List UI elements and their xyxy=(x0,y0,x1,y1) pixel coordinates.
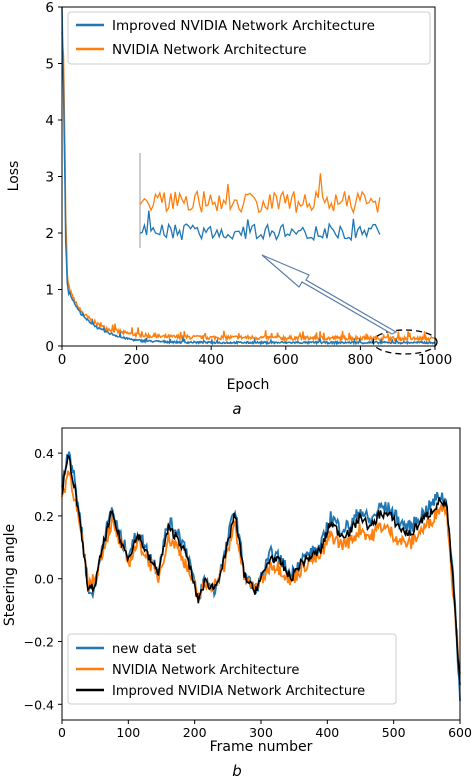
legend-label-nvidia: NVIDIA Network Architecture xyxy=(112,42,307,58)
steering-x-tick-label: 400 xyxy=(315,725,339,740)
loss-y-tick-label: 2 xyxy=(45,226,54,242)
panel-label-b: b xyxy=(232,762,242,779)
loss-series-nvidia xyxy=(61,31,436,344)
steering-y-tick-label: −0.2 xyxy=(24,635,54,650)
loss-y-tick-label: 1 xyxy=(45,283,54,299)
loss-legend-box xyxy=(67,11,431,65)
steering-x-tick-label: 100 xyxy=(116,725,140,740)
steering-y-tick-label: −0.4 xyxy=(24,697,54,712)
steering-legend-box xyxy=(67,633,397,705)
zoom-arrow xyxy=(261,254,398,335)
inset-series-improved xyxy=(139,210,381,242)
steering-y-tick-label: 0.2 xyxy=(34,509,54,524)
steering-x-tick-label: 300 xyxy=(249,725,273,740)
loss-y-tick-label: 0 xyxy=(45,339,54,355)
steering-series-improved xyxy=(61,454,461,685)
loss-x-tick-label: 200 xyxy=(124,352,150,368)
steering-legend: new data set NVIDIA Network Architecture… xyxy=(67,633,397,705)
steering-chart: 0 100 200 300 400 500 600 0.4 0.2 0.0 −0.2 −0.4 Fra… xyxy=(2,427,472,779)
steering-x-tick-label: 600 xyxy=(448,725,472,740)
legend-label-new-data: new data set xyxy=(112,642,196,657)
loss-chart: 0 200 400 600 800 1000 0 1 2 3 4 5 6 Epoch Loss a Im… xyxy=(6,0,452,418)
loss-x-tick-label: 0 xyxy=(58,352,67,368)
loss-y-tick-label: 3 xyxy=(45,170,54,186)
panel-label-a: a xyxy=(232,400,241,418)
steering-chart-lines xyxy=(61,451,461,701)
steering-x-tick-label: 500 xyxy=(382,725,406,740)
loss-x-tick-label: 400 xyxy=(198,352,224,368)
steering-chart-axes: 0 100 200 300 400 500 600 0.4 0.2 0.0 −0.2 −0.4 xyxy=(24,446,472,740)
loss-y-tick-label: 4 xyxy=(45,113,54,129)
loss-legend: Improved NVIDIA Network Architecture NVI… xyxy=(67,11,431,65)
inset-zoom xyxy=(139,153,381,248)
legend-label-nvidia-b: NVIDIA Network Architecture xyxy=(112,663,299,678)
steering-y-tick-label: 0.0 xyxy=(34,572,54,587)
zoom-region-ellipse xyxy=(372,329,438,355)
legend-label-improved: Improved NVIDIA Network Architecture xyxy=(112,18,375,34)
loss-x-tick-label: 1000 xyxy=(418,352,452,368)
loss-y-tick-label: 5 xyxy=(45,57,54,73)
loss-chart-axes: 0 200 400 600 800 1000 0 1 2 3 4 5 6 xyxy=(45,0,452,368)
inset-series-nvidia xyxy=(139,173,381,215)
steering-y-tick-label: 0.4 xyxy=(34,446,54,461)
legend-label-improved-b: Improved NVIDIA Network Architecture xyxy=(112,684,365,699)
loss-x-tick-label: 800 xyxy=(348,352,374,368)
steering-x-tick-label: 200 xyxy=(183,725,207,740)
steering-x-tick-label: 0 xyxy=(58,725,66,740)
steering-x-axis-label: Frame number xyxy=(210,739,313,755)
loss-y-axis-label: Loss xyxy=(6,161,22,192)
loss-x-axis-label: Epoch xyxy=(227,377,270,393)
loss-x-tick-label: 600 xyxy=(273,352,299,368)
steering-y-axis-label: Steering angle xyxy=(2,524,18,626)
loss-y-tick-label: 6 xyxy=(45,0,54,16)
